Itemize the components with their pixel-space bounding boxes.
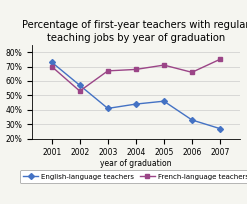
- Line: French-language teachers: French-language teachers: [50, 57, 222, 93]
- French-language teachers: [50, 65, 53, 68]
- Legend: English-language teachers, French-language teachers: English-language teachers, French-langua…: [20, 170, 247, 183]
- English-language teachers: [219, 127, 222, 130]
- English-language teachers: [190, 119, 193, 121]
- French-language teachers: [134, 68, 137, 71]
- English-language teachers: [78, 84, 81, 86]
- Title: Percentage of first-year teachers with regular
teaching jobs by year of graduati: Percentage of first-year teachers with r…: [22, 20, 247, 43]
- English-language teachers: [163, 100, 165, 102]
- English-language teachers: [106, 107, 109, 110]
- French-language teachers: [106, 70, 109, 72]
- French-language teachers: [190, 71, 193, 73]
- Line: English-language teachers: English-language teachers: [50, 60, 222, 131]
- French-language teachers: [219, 58, 222, 61]
- French-language teachers: [163, 64, 165, 66]
- X-axis label: year of graduation: year of graduation: [100, 159, 172, 168]
- French-language teachers: [78, 90, 81, 92]
- English-language teachers: [50, 61, 53, 63]
- English-language teachers: [134, 103, 137, 105]
